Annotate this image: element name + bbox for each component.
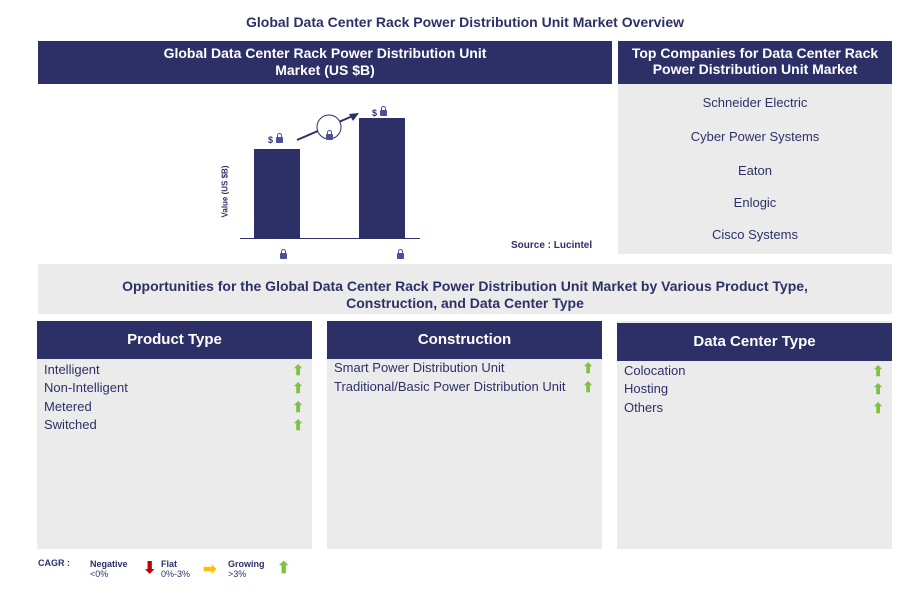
company-item: Cyber Power Systems (690, 129, 820, 144)
y-axis-label: Value (US $B) (220, 165, 230, 218)
company-item: Schneider Electric (702, 95, 808, 110)
company-item: Cisco Systems (712, 227, 798, 242)
list-item: Metered ⬆ (44, 399, 304, 415)
bar-chart (240, 100, 420, 239)
legend-flat: Flat 0%-3% (161, 559, 191, 579)
legend-negative: Negative <0% (90, 559, 128, 579)
company-item: Enlogic (733, 195, 777, 210)
lock-icon (379, 106, 387, 116)
lock-icon (275, 133, 283, 143)
list-item: Intelligent ⬆ (44, 362, 304, 378)
growing-arrow-icon: ⬆ (872, 363, 884, 379)
product-type-column: Product Type Intelligent ⬆ Non-Intelligen… (37, 321, 312, 549)
bar-1 (254, 149, 300, 238)
companies-list: Schneider Electric Cyber Power Systems E… (618, 84, 892, 254)
list-item: Switched ⬆ (44, 417, 304, 433)
company-item: Eaton (738, 163, 772, 178)
x-label-lock-icon (280, 249, 288, 259)
list-item: Others ⬆ (624, 400, 884, 416)
growing-arrow-icon: ⬆ (292, 380, 304, 396)
data-center-type-column: Data Center Type Colocation ⬆ Hosting ⬆ Ot… (617, 321, 892, 549)
legend-label: CAGR : (38, 558, 70, 568)
growing-arrow-icon: ⬆ (582, 360, 594, 376)
growing-arrow-icon: ⬆ (277, 560, 291, 577)
list-item: Traditional/Basic Power Distribution Uni… (334, 379, 594, 395)
list-item: Non-Intelligent ⬆ (44, 380, 304, 396)
cagr-lock-icon (326, 130, 333, 140)
growing-arrow-icon: ⬆ (292, 399, 304, 415)
negative-arrow-icon: ⬇ (143, 560, 157, 577)
flat-arrow-icon: ➡ (203, 561, 217, 578)
column-title: Data Center Type (617, 323, 892, 361)
page-title: Global Data Center Rack Power Distributi… (246, 14, 684, 30)
bar-1-value-label: $ (268, 133, 283, 145)
legend-growing: Growing >3% (228, 559, 265, 579)
growing-arrow-icon: ⬆ (292, 362, 304, 378)
opportunities-banner: Opportunities for the Global Data Center… (38, 264, 892, 314)
growing-arrow-icon: ⬆ (872, 381, 884, 397)
list-item: Smart Power Distribution Unit ⬆ (334, 360, 594, 376)
construction-column: Construction Smart Power Distribution Un… (327, 321, 602, 549)
list-item: Colocation ⬆ (624, 363, 884, 379)
list-item: Hosting ⬆ (624, 381, 884, 397)
source-label: Source : Lucintel (511, 240, 593, 251)
column-title: Product Type (37, 321, 312, 359)
chart-title: Global Data Center Rack Power Distributi… (38, 41, 612, 84)
companies-title: Top Companies for Data Center Rack Power… (618, 41, 892, 84)
growing-arrow-icon: ⬆ (872, 400, 884, 416)
column-title: Construction (327, 321, 602, 359)
growing-arrow-icon: ⬆ (582, 379, 594, 395)
bar-2 (359, 118, 405, 238)
bar-2-value-label: $ (372, 106, 387, 118)
x-label-lock-icon (396, 249, 404, 259)
growing-arrow-icon: ⬆ (292, 417, 304, 433)
